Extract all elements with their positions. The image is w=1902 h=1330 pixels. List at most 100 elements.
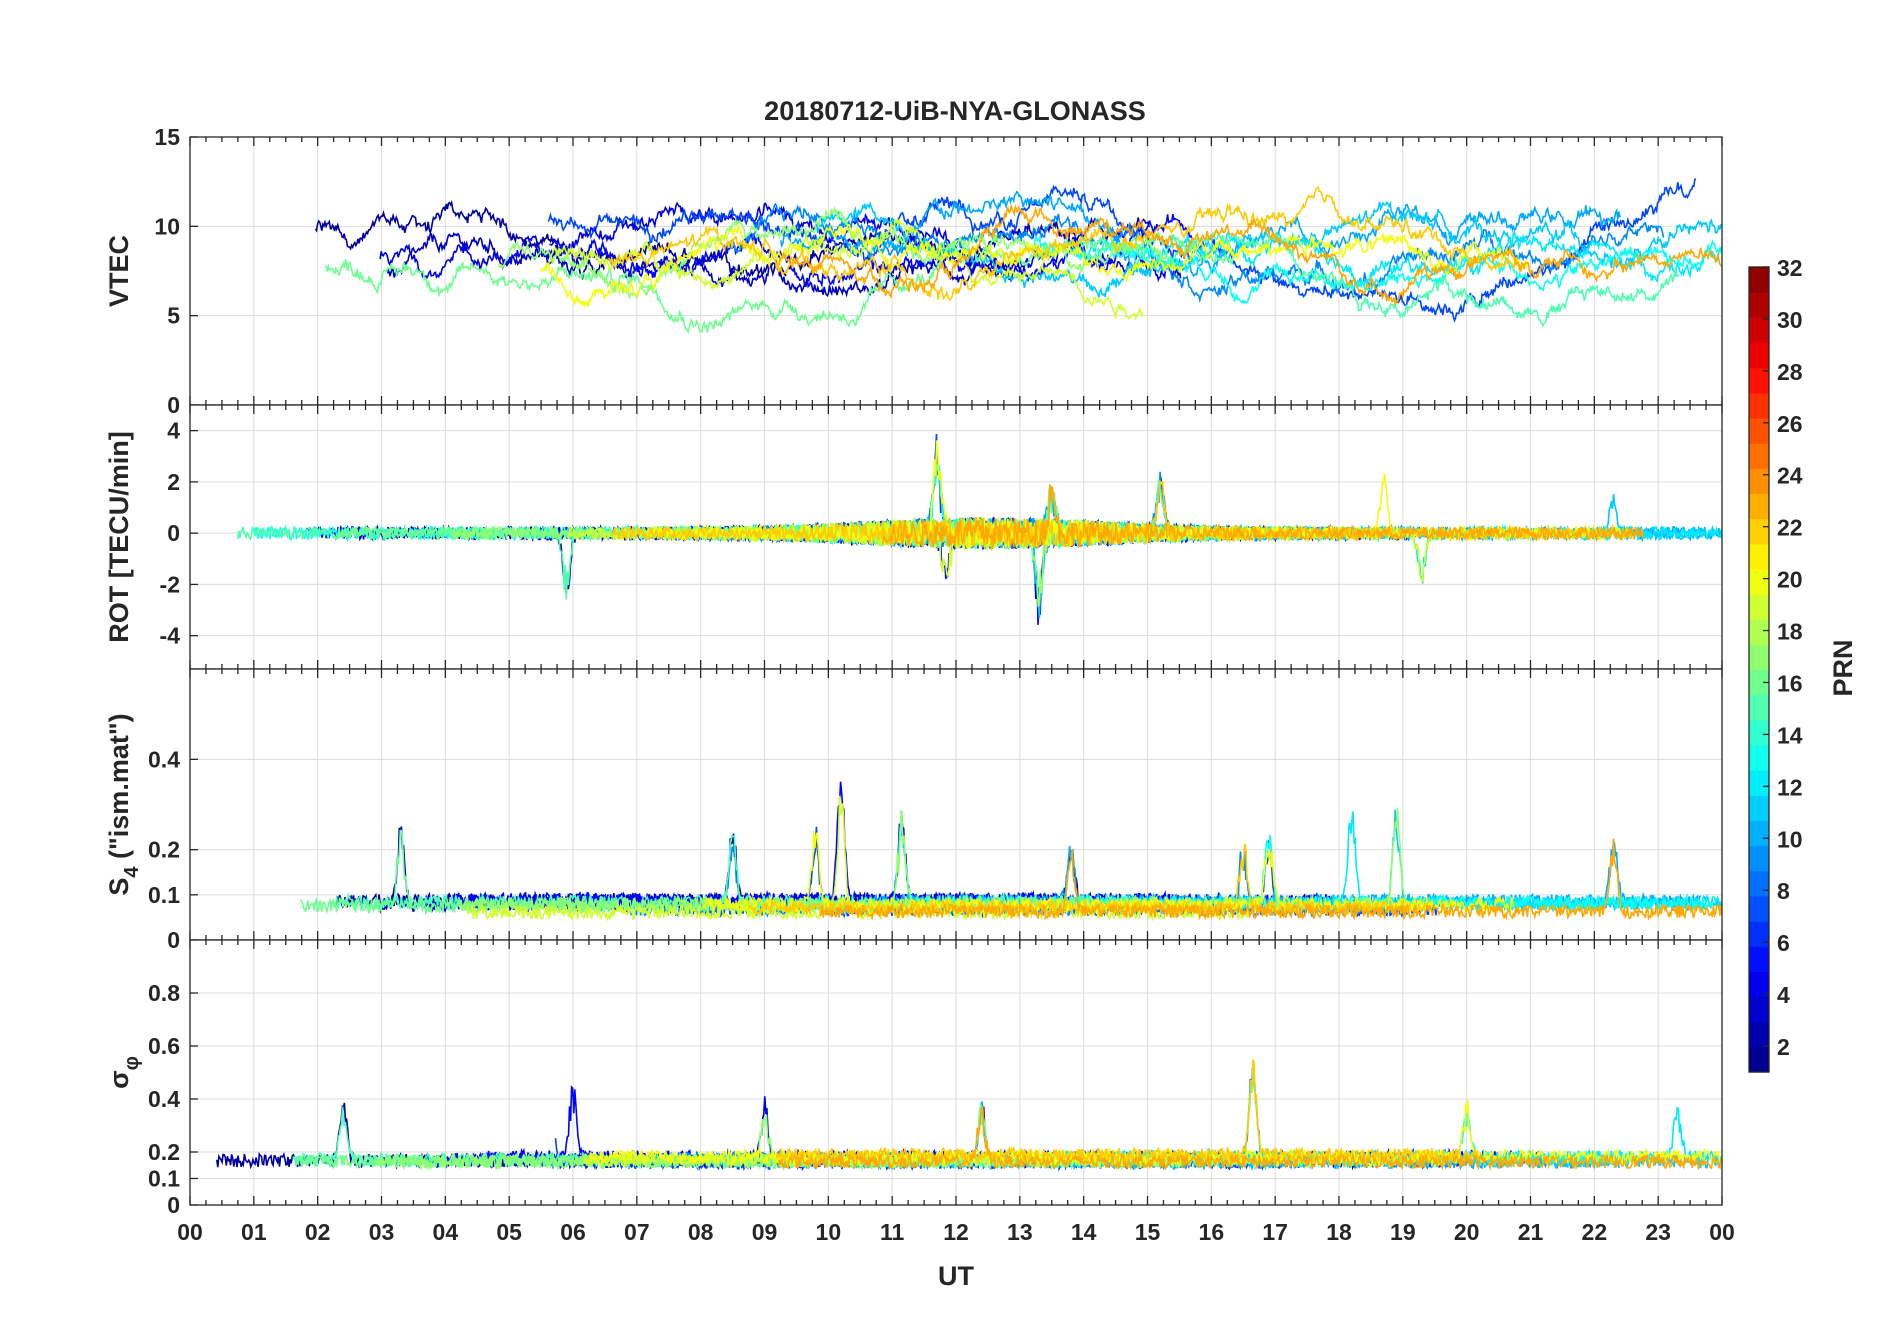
colorbar-tick-label: 18: [1777, 619, 1803, 645]
x-tick-label: 06: [560, 1219, 586, 1245]
rot-ytick-label: -2: [160, 571, 180, 597]
sigma-ytick-label: 0.8: [148, 980, 180, 1006]
x-tick-label: 13: [1007, 1219, 1033, 1245]
x-tick-label: 14: [1071, 1219, 1097, 1245]
rot-ytick-label: 4: [167, 418, 180, 444]
s4-series-prn-23: [819, 838, 1722, 921]
colorbar-segment: [1749, 669, 1769, 696]
colorbar-tick-label: 28: [1777, 359, 1803, 385]
panel-rot: -4 -2 0 2 4 ROT [TECU/min]: [104, 404, 1723, 670]
vtec-series-prn-17: [497, 205, 1169, 300]
colorbar-segment: [1749, 417, 1769, 444]
rot-ytick-label: 2: [167, 469, 180, 495]
chart-title: 20180712-UiB-NYA-GLONASS: [764, 96, 1146, 126]
colorbar-segment: [1749, 1046, 1769, 1073]
sigma-ytick-label: 0.2: [148, 1139, 180, 1165]
s4-series-group: [299, 781, 1722, 922]
x-tick-label: 05: [496, 1219, 522, 1245]
colorbar-tick-label: 30: [1777, 307, 1803, 333]
sigma-ytick-label: 0: [167, 1192, 180, 1218]
rot-ytick-label: 0: [167, 520, 180, 546]
colorbar-tick-label: 14: [1777, 722, 1803, 748]
colorbar-segment: [1749, 921, 1769, 947]
x-tick-label: 11: [880, 1219, 905, 1245]
vtec-ytick-label: 5: [167, 303, 180, 329]
x-tick-label: 00: [1709, 1219, 1735, 1245]
x-tick-label: 04: [433, 1219, 459, 1245]
s4-ytick-label: 0.4: [148, 746, 180, 772]
colorbar-tick-label: 2: [1777, 1034, 1790, 1060]
rot-ytick-label: -4: [160, 623, 181, 649]
x-tick-label: 23: [1645, 1219, 1671, 1245]
x-tick-label: 19: [1390, 1219, 1416, 1245]
panel-s4: 00.10.20.4S4 ("ism.mat"): [104, 668, 1723, 953]
colorbar-segment: [1749, 946, 1769, 972]
vtec-series-prn-10: [779, 190, 1621, 278]
rot-series-group: [236, 433, 1722, 625]
colorbar-segment: [1749, 845, 1769, 872]
s4-ylabel-sub: 4: [121, 866, 143, 878]
vtec-ytick-label: 15: [154, 124, 180, 150]
x-tick-label: 03: [369, 1219, 395, 1245]
colorbar-segment: [1749, 820, 1769, 847]
sigma-series-prn-19: [583, 1150, 1461, 1170]
colorbar-segment: [1749, 518, 1769, 545]
vtec-series-prn-23: [778, 203, 1722, 305]
colorbar-segment: [1749, 392, 1769, 419]
colorbar-segment: [1749, 744, 1769, 771]
colorbar-segment: [1749, 1021, 1769, 1048]
x-tick-label: 16: [1199, 1219, 1225, 1245]
rot-series-prn-20: [645, 440, 1605, 552]
sigma-ylabel-sub: φ: [121, 1056, 143, 1070]
vtec-series-prn-20: [539, 224, 1529, 309]
rot-series-prn-23: [882, 484, 1644, 549]
colorbar-segment: [1749, 493, 1769, 520]
colorbar-tick-label: 6: [1777, 930, 1790, 956]
colorbar-tick-label: 32: [1777, 255, 1803, 281]
x-tick-label: 09: [752, 1219, 778, 1245]
colorbar-segment: [1749, 870, 1769, 897]
colorbar-segment: [1749, 895, 1769, 922]
colorbar-label: PRN: [1828, 639, 1858, 696]
vtec-ytick-label: 0: [167, 392, 180, 418]
colorbar-segment: [1749, 317, 1769, 344]
sigma-ytick-label: 0.6: [148, 1033, 180, 1059]
x-tick-label: 20: [1454, 1219, 1480, 1245]
colorbar-tick-label: 16: [1777, 670, 1803, 696]
x-tick-label: 01: [241, 1219, 267, 1245]
colorbar-segment: [1749, 719, 1769, 746]
colorbar-tick-label: 26: [1777, 411, 1803, 437]
colorbar-segment: [1749, 267, 1769, 293]
s4-ytick-label: 0.1: [148, 882, 180, 908]
panel-vtec: 0 5 10 15 VTEC: [104, 124, 1723, 418]
colorbar-segment: [1749, 443, 1769, 469]
colorbar-tick-label: 24: [1777, 463, 1803, 489]
s4-y-axis-label: S4 ("ism.mat"): [104, 713, 143, 895]
colorbar-segment: [1749, 770, 1769, 796]
x-tick-labels: 00 01 02 03 04 05 06 07 08 09 10 11 12 13 14 15 16 17 18 19…: [177, 1219, 1735, 1245]
colorbar-tick-label: 10: [1777, 826, 1803, 852]
sigma-series-group: [216, 1059, 1722, 1172]
sigma-ylabel-main: σ: [104, 1070, 134, 1088]
colorbar-tick-label: 8: [1777, 878, 1790, 904]
sigma-y-axis-label: σφ: [104, 1056, 143, 1089]
x-tick-label: 18: [1326, 1219, 1352, 1245]
x-tick-label: 17: [1262, 1219, 1288, 1245]
vtec-series-group: [314, 178, 1722, 335]
colorbar-segment: [1749, 543, 1769, 570]
colorbar-frame: [1748, 266, 1770, 1073]
x-tick-label: 21: [1518, 1219, 1544, 1245]
x-tick-label: 10: [816, 1219, 842, 1245]
vtec-series-prn-19: [543, 216, 1144, 321]
sigma-ytick-label: 0.1: [148, 1166, 180, 1192]
colorbar-tick-label: 20: [1777, 567, 1803, 593]
colorbar-segment: [1749, 996, 1769, 1023]
vtec-y-axis-label: VTEC: [104, 235, 134, 307]
colorbar-segment: [1749, 568, 1769, 595]
x-tick-label: 02: [305, 1219, 331, 1245]
colorbar-tick-label: 12: [1777, 774, 1803, 800]
x-tick-label: 15: [1135, 1219, 1161, 1245]
